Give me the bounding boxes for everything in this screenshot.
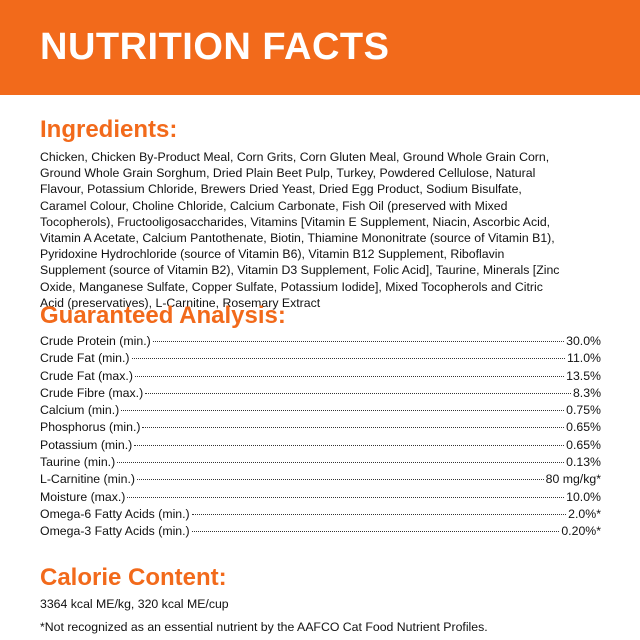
- ingredients-line: Flavour, Potassium Chloride, Brewers Dri…: [40, 182, 522, 197]
- nutrient-label: Taurine (min.): [40, 455, 116, 470]
- calorie-heading: Calorie Content:: [40, 564, 227, 591]
- analysis-row: Crude Protein (min.) 30.0%: [40, 333, 601, 350]
- nutrient-label: Potassium (min.): [40, 437, 133, 452]
- analysis-row: L-Carnitine (min.) 80 mg/kg*: [40, 471, 601, 488]
- dot-leader: [127, 496, 565, 498]
- analysis-row: Omega-6 Fatty Acids (min.) 2.0%*: [40, 506, 601, 523]
- analysis-row: Crude Fat (max.) 13.5%: [40, 368, 601, 385]
- dot-leader: [191, 531, 560, 533]
- title: NUTRITION FACTS: [40, 26, 390, 68]
- ingredients-text: Chicken, Chicken By-Product Meal, Corn G…: [40, 149, 620, 311]
- ingredients-line: Oxide, Manganese Sulfate, Copper Sulfate…: [40, 279, 543, 294]
- ingredients-line: Acid (preservatives), L-Carnitine, Rosem…: [40, 295, 321, 310]
- nutrient-value: 11.0%: [567, 351, 601, 366]
- dot-leader: [145, 392, 571, 394]
- nutrient-label: L-Carnitine (min.): [40, 472, 135, 487]
- nutrient-label: Crude Fat (min.): [40, 351, 130, 366]
- analysis-row: Potassium (min.) 0.65%: [40, 437, 601, 454]
- analysis-row: Crude Fat (min.) 11.0%: [40, 350, 601, 367]
- calorie-text: 3364 kcal ME/kg, 320 kcal ME/cup: [40, 597, 229, 611]
- ingredients-line: Pyridoxine Hydrochloride (source of Vita…: [40, 247, 505, 262]
- nutrient-label: Crude Fat (max.): [40, 368, 133, 383]
- header-banner: NUTRITION FACTS: [0, 0, 640, 95]
- nutrient-label: Moisture (max.): [40, 489, 126, 504]
- dot-leader: [117, 462, 565, 464]
- ingredients-line: Supplement (source of Vitamin B2), Vitam…: [40, 263, 560, 278]
- ingredients-line: Caramel Colour, Choline Chloride, Calciu…: [40, 198, 508, 213]
- dot-leader: [191, 513, 567, 515]
- analysis-row: Calcium (min.) 0.75%: [40, 402, 601, 419]
- nutrient-value: 10.0%: [566, 489, 601, 504]
- nutrient-value: 0.65%: [566, 420, 601, 435]
- dot-leader: [121, 410, 565, 412]
- nutrient-value: 80 mg/kg*: [545, 472, 601, 487]
- footnote: *Not recognized as an essential nutrient…: [40, 620, 488, 634]
- nutrient-label: Crude Fibre (max.): [40, 385, 144, 400]
- analysis-row: Moisture (max.) 10.0%: [40, 489, 601, 506]
- nutrient-value: 30.0%: [566, 334, 601, 348]
- ingredients-line: Tocopherols), Fructooligosaccharides, Vi…: [40, 214, 551, 229]
- analysis-row: Crude Fibre (max.) 8.3%: [40, 385, 601, 402]
- nutrient-value: 8.3%: [572, 385, 601, 400]
- nutrient-label: Omega-3 Fatty Acids (min.): [40, 524, 190, 539]
- nutrient-label: Omega-6 Fatty Acids (min.): [40, 506, 190, 521]
- ingredients-heading: Ingredients:: [40, 116, 178, 143]
- ingredients-line: Ground Whole Grain Sorghum, Dried Plain …: [40, 166, 536, 181]
- dot-leader: [142, 427, 565, 429]
- nutrient-value: 13.5%: [566, 368, 601, 383]
- analysis-heading: Guaranteed Analysis:: [40, 302, 286, 329]
- analysis-row: Phosphorus (min.) 0.65%: [40, 419, 601, 436]
- dot-leader: [152, 341, 565, 342]
- ingredients-line: Vitamin A Acetate, Calcium Pantothenate,…: [40, 231, 555, 246]
- nutrient-value: 0.75%: [566, 403, 601, 418]
- nutrient-label: Calcium (min.): [40, 403, 120, 418]
- nutrient-value: 0.13%: [566, 455, 601, 470]
- dot-leader: [136, 479, 544, 481]
- nutrient-value: 0.65%: [566, 437, 601, 452]
- nutrient-value: 0.20%*: [561, 524, 601, 539]
- nutrient-label: Phosphorus (min.): [40, 420, 141, 435]
- dot-leader: [131, 358, 566, 360]
- ingredients-line: Chicken, Chicken By-Product Meal, Corn G…: [40, 150, 550, 164]
- dot-leader: [134, 375, 565, 377]
- nutrient-label: Crude Protein (min.): [40, 334, 151, 348]
- dot-leader: [134, 444, 565, 446]
- analysis-row: Omega-3 Fatty Acids (min.) 0.20%*: [40, 523, 601, 540]
- nutrient-value: 2.0%*: [568, 506, 601, 521]
- analysis-table: Crude Protein (min.) 30.0% Crude Fat (min.…: [40, 333, 601, 541]
- analysis-row: Taurine (min.) 0.13%: [40, 454, 601, 471]
